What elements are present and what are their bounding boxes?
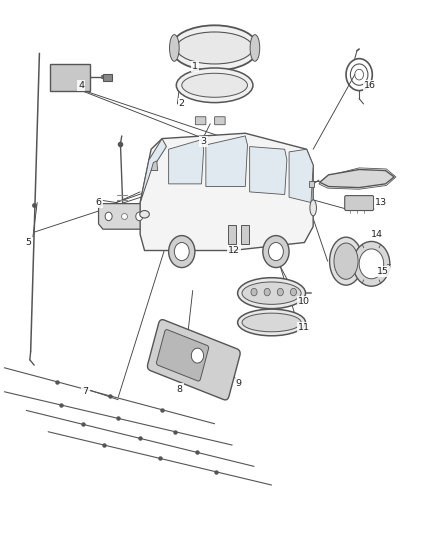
- Circle shape: [359, 249, 384, 279]
- Polygon shape: [140, 139, 166, 203]
- Text: 9: 9: [236, 379, 242, 388]
- Ellipse shape: [242, 313, 301, 332]
- Text: 16: 16: [364, 81, 376, 90]
- Bar: [50, 64, 90, 91]
- Circle shape: [191, 348, 204, 363]
- Circle shape: [264, 288, 270, 296]
- Text: 8: 8: [177, 385, 183, 393]
- Ellipse shape: [330, 237, 363, 285]
- Polygon shape: [140, 133, 313, 251]
- FancyBboxPatch shape: [195, 117, 206, 125]
- Text: 5: 5: [25, 238, 32, 247]
- Polygon shape: [320, 169, 394, 188]
- Ellipse shape: [310, 200, 316, 216]
- Circle shape: [169, 236, 195, 268]
- Polygon shape: [206, 136, 247, 187]
- Ellipse shape: [334, 243, 358, 279]
- Text: 2: 2: [179, 100, 185, 108]
- Ellipse shape: [171, 25, 258, 70]
- Ellipse shape: [176, 32, 253, 64]
- Circle shape: [136, 212, 143, 221]
- Polygon shape: [99, 204, 149, 229]
- Bar: [228, 225, 236, 244]
- Circle shape: [105, 212, 112, 221]
- Ellipse shape: [237, 309, 305, 336]
- Text: 13: 13: [375, 198, 387, 207]
- Ellipse shape: [242, 282, 301, 304]
- Circle shape: [290, 288, 297, 296]
- FancyBboxPatch shape: [345, 196, 374, 211]
- Circle shape: [251, 288, 257, 296]
- Bar: [309, 181, 314, 187]
- Text: 3: 3: [201, 137, 207, 146]
- Ellipse shape: [140, 211, 149, 218]
- Text: 7: 7: [82, 387, 88, 396]
- Bar: [103, 74, 112, 81]
- Text: 11: 11: [298, 324, 311, 332]
- Ellipse shape: [237, 278, 305, 309]
- Circle shape: [174, 243, 189, 261]
- Ellipse shape: [250, 35, 260, 61]
- Text: 10: 10: [298, 297, 311, 305]
- Circle shape: [263, 236, 289, 268]
- Polygon shape: [289, 149, 313, 203]
- Text: 6: 6: [95, 198, 102, 207]
- Polygon shape: [151, 161, 158, 171]
- FancyBboxPatch shape: [148, 320, 240, 400]
- Circle shape: [268, 243, 283, 261]
- Ellipse shape: [182, 74, 247, 98]
- Ellipse shape: [176, 68, 253, 102]
- Bar: [241, 225, 249, 244]
- FancyBboxPatch shape: [156, 329, 208, 381]
- Text: 15: 15: [377, 268, 389, 276]
- Polygon shape: [169, 140, 204, 184]
- FancyBboxPatch shape: [215, 117, 225, 125]
- Circle shape: [353, 241, 390, 286]
- Circle shape: [277, 288, 283, 296]
- Polygon shape: [250, 147, 287, 195]
- Text: 12: 12: [228, 246, 240, 255]
- Text: 1: 1: [192, 62, 198, 71]
- Text: 14: 14: [371, 230, 383, 239]
- Ellipse shape: [170, 35, 179, 61]
- Text: 4: 4: [78, 81, 84, 90]
